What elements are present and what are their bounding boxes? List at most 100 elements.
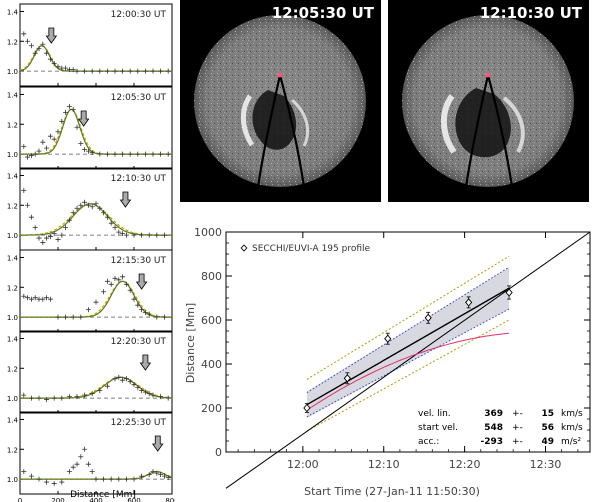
fit-confidence-band xyxy=(306,267,510,418)
main-plot-area: 0 200 400 600 800 1000 12:00 12:10 12:20 12:30 xyxy=(194,226,591,489)
profile-point xyxy=(120,68,126,74)
profile-point xyxy=(158,472,164,478)
profile-point xyxy=(112,225,118,231)
y-tick-label: 1.0 xyxy=(7,476,18,484)
legend-diamond-icon xyxy=(240,244,248,252)
profile-point xyxy=(28,395,34,401)
fit-results: vel. lin. 369 +- 15 km/s start vel. 548 … xyxy=(418,409,583,447)
profile-point xyxy=(32,50,38,56)
bound-lower xyxy=(306,319,510,432)
profile-point xyxy=(85,202,91,208)
y-tick-label: 1000 xyxy=(194,226,222,239)
profile-point xyxy=(146,311,152,317)
profile-x-tick-label: 800 xyxy=(165,497,175,502)
profile-point xyxy=(59,479,65,485)
profile-point xyxy=(36,476,42,482)
profile-point xyxy=(165,475,171,481)
fit-unit-acc: m/s² xyxy=(561,437,581,447)
profile-x-tick-label: 200 xyxy=(51,497,64,502)
profile-point xyxy=(108,476,114,482)
x-tick-label: 12:00 xyxy=(287,458,319,471)
profile-point xyxy=(44,479,50,485)
profile-point xyxy=(66,103,72,109)
y-tick-label: 1.0 xyxy=(7,314,18,322)
profile-point xyxy=(97,68,103,74)
fit-error-acc: 49 xyxy=(541,437,554,447)
profile-time-label: 12:15:30 UT xyxy=(111,256,167,266)
profile-point xyxy=(120,231,126,237)
profile-point xyxy=(51,481,57,487)
profile-point xyxy=(82,392,88,398)
profile-point xyxy=(40,139,46,145)
bound-inner-upper xyxy=(306,266,510,394)
profile-point xyxy=(116,374,122,380)
profile-point xyxy=(142,389,148,395)
profile-panel: 1.0 1.2 1.4 12:25:30 UT xyxy=(7,411,173,495)
profile-point xyxy=(63,314,69,320)
fit-pm-vel-lin: +- xyxy=(512,409,523,419)
profile-point xyxy=(44,145,50,151)
profile-point xyxy=(150,151,156,157)
profile-point xyxy=(104,68,110,74)
profile-point xyxy=(21,293,27,299)
y-axis-label: Distance [Mm] xyxy=(184,303,197,383)
linear-fit-segment xyxy=(306,287,510,406)
profile-point xyxy=(28,296,34,302)
profile-point xyxy=(36,395,42,401)
fit-label-vel-lin: vel. lin. xyxy=(418,409,451,419)
profile-point xyxy=(93,299,99,305)
y-tick-label: 1.4 xyxy=(7,335,19,343)
profile-point xyxy=(25,202,31,208)
profile-point xyxy=(66,469,72,475)
profile-point xyxy=(135,385,141,391)
profile-panel: 1.0 1.2 1.4 12:05:30 UT xyxy=(7,86,173,170)
profile-point xyxy=(51,136,57,142)
data-point-diamond xyxy=(303,403,311,413)
y-tick-label: 1.0 xyxy=(7,395,18,403)
profile-point xyxy=(70,106,76,112)
profile-point xyxy=(120,377,126,383)
profile-point xyxy=(47,56,53,62)
profile-point xyxy=(59,395,65,401)
profile-point xyxy=(123,281,129,287)
profile-point xyxy=(32,295,38,301)
profile-point xyxy=(120,151,126,157)
profile-panel: 1.0 1.2 1.4 12:10:30 UT xyxy=(7,167,173,251)
y-tick-label: 1.0 xyxy=(7,151,18,159)
profile-point xyxy=(146,391,152,397)
profile-point xyxy=(70,464,76,470)
profile-point xyxy=(28,43,34,49)
front-arrow-icon xyxy=(139,354,152,371)
profile-point xyxy=(25,38,31,44)
profile-point xyxy=(85,148,91,154)
profile-point xyxy=(55,237,61,243)
y-tick-label: 1.0 xyxy=(7,68,18,76)
profile-point xyxy=(63,109,69,115)
profile-point xyxy=(21,31,27,37)
profile-point xyxy=(123,232,129,238)
profile-point xyxy=(89,391,95,397)
profile-point xyxy=(108,281,114,287)
main-plot-frame xyxy=(225,231,591,453)
profile-point xyxy=(21,187,27,193)
profile-point xyxy=(142,151,148,157)
x-tick-label: 12:10 xyxy=(368,458,400,471)
profile-x-tick-label: 400 xyxy=(89,497,102,502)
profile-point xyxy=(161,314,167,320)
y-tick-label: 1.4 xyxy=(7,8,19,16)
profile-point xyxy=(21,144,27,150)
profile-panel: 1.0 1.2 1.4 12:15:30 UT xyxy=(7,249,173,333)
profile-point xyxy=(131,382,137,388)
profile-point xyxy=(85,307,91,313)
fit-unit-vel-lin: km/s xyxy=(561,409,583,419)
profile-fit xyxy=(19,45,172,72)
profile-point xyxy=(97,205,103,211)
profile-fit-dashed xyxy=(20,108,172,155)
intensity-profiles: Distance [Mm] 1.0 1.2 1.4 12:00:30 UT 1.0 1.2… xyxy=(7,3,175,502)
profile-point xyxy=(51,61,57,67)
profile-fit-dashed xyxy=(20,203,172,236)
y-tick-label: 1.2 xyxy=(7,446,18,454)
front-arrow-icon xyxy=(77,110,90,127)
profile-time-label: 12:10:30 UT xyxy=(111,174,167,184)
profile-point xyxy=(104,151,110,157)
